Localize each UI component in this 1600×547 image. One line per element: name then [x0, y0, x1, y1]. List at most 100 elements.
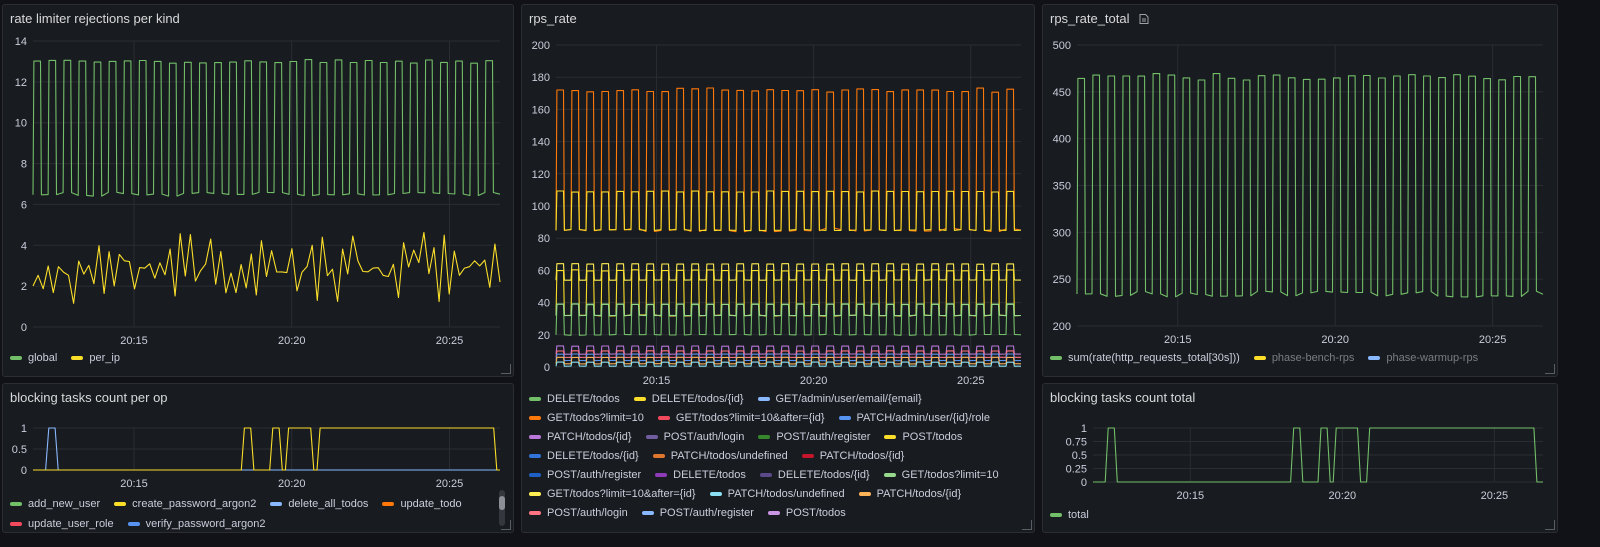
- resize-handle[interactable]: [1545, 520, 1555, 530]
- panel-blocking-per-op[interactable]: blocking tasks count per op 0 0.5 1 20:15 20…: [2, 383, 514, 533]
- resize-handle[interactable]: [501, 520, 511, 530]
- legend-item[interactable]: POST/todos: [767, 506, 846, 520]
- series-line-9[interactable]: [555, 356, 1022, 365]
- panel-rps-rate-total[interactable]: rps_rate_total 200 250 300 350 400 450 500 20:1…: [1042, 4, 1558, 377]
- legend-item[interactable]: DELETE/todos/{id}: [529, 449, 639, 463]
- series-line-1[interactable]: [32, 231, 501, 304]
- y-tick-label: 250: [1053, 274, 1071, 286]
- legend-item[interactable]: POST/todos: [884, 430, 962, 444]
- y-tick-label: 200: [532, 40, 550, 52]
- resize-handle[interactable]: [501, 364, 511, 374]
- legend-item[interactable]: phase-bench-rps: [1253, 351, 1355, 365]
- blocking-per-op-chart[interactable]: 0 0.5 1 20:15 20:20 20:25: [3, 384, 514, 533]
- legend-label: PATCH/todos/{id}: [819, 450, 905, 462]
- legend-item[interactable]: sum(rate(http_requests_total[30s])): [1050, 351, 1240, 365]
- description-icon[interactable]: [1138, 13, 1150, 25]
- legend-label: POST/todos: [785, 507, 846, 519]
- y-tick-label: 0.5: [12, 444, 27, 456]
- y-tick-label: 60: [538, 265, 550, 277]
- legend-item[interactable]: GET/todos?limit=10: [529, 411, 644, 425]
- series-line-0[interactable]: [32, 59, 501, 197]
- legend-item[interactable]: PATCH/todos/{id}: [858, 487, 962, 501]
- legend-item[interactable]: verify_password_argon2: [127, 517, 266, 531]
- resize-handle[interactable]: [1022, 520, 1032, 530]
- legend-item[interactable]: create_password_argon2: [114, 497, 256, 511]
- series-line-8[interactable]: [555, 353, 1022, 362]
- legend-item[interactable]: GET/todos?limit=10&after={id}: [657, 411, 825, 425]
- panel-rps-rate[interactable]: rps_rate 0 20 40 60 80 100 120 140 160 180 200 20:1…: [521, 4, 1035, 533]
- panel-title[interactable]: blocking tasks count per op: [10, 390, 168, 405]
- legend-item[interactable]: PATCH/todos/undefined: [709, 487, 845, 501]
- legend-item[interactable]: POST/auth/register: [758, 430, 870, 444]
- series-line-0[interactable]: [1076, 73, 1544, 298]
- series-line-7[interactable]: [555, 350, 1021, 358]
- legend-swatch: [757, 397, 770, 401]
- legend-label: PATCH/todos/{id}: [876, 488, 962, 500]
- legend-label: phase-bench-rps: [1271, 352, 1355, 364]
- legend-item[interactable]: phase-warmup-rps: [1368, 351, 1478, 365]
- series-line-1[interactable]: [555, 190, 1022, 232]
- legend-scrollbar[interactable]: [499, 490, 505, 526]
- legend-label: delete_all_todos: [288, 498, 369, 510]
- series-line-0[interactable]: [1093, 427, 1543, 483]
- legend-label: verify_password_argon2: [145, 518, 266, 530]
- rate-limiter-chart[interactable]: 0 2 4 6 8 10 12 14 20:15 20:20 20:25: [3, 5, 514, 377]
- panel-title-text: blocking tasks count per op: [10, 390, 168, 405]
- y-tick-label: 120: [532, 169, 550, 181]
- legend-item[interactable]: PATCH/todos/{id}: [801, 449, 905, 463]
- legend-item[interactable]: POST/auth/register: [641, 506, 754, 520]
- legend-label: DELETE/todos/{id}: [777, 469, 870, 481]
- rps-rate-chart[interactable]: 0 20 40 60 80 100 120 140 160 180 200 20:15 20:20 20:…: [522, 5, 1035, 533]
- legend-item[interactable]: PATCH/admin/user/{id}/role: [838, 411, 990, 425]
- legend-swatch: [1368, 356, 1381, 360]
- legend-item[interactable]: DELETE/todos/{id}: [759, 468, 870, 482]
- legend-item[interactable]: PATCH/todos/undefined: [652, 449, 788, 463]
- legend-item[interactable]: PATCH/todos/{id}: [529, 430, 632, 444]
- legend-item[interactable]: per_ip: [71, 351, 120, 365]
- panel-blocking-total[interactable]: blocking tasks count total 0 0.25 0.5 0.75 1…: [1042, 383, 1558, 533]
- panel-title[interactable]: rps_rate_total: [1050, 11, 1150, 26]
- legend-item[interactable]: POST/auth/login: [529, 506, 628, 520]
- series-line-1[interactable]: [33, 427, 500, 471]
- panel-title[interactable]: blocking tasks count total: [1050, 390, 1195, 405]
- x-tick-label: 20:15: [1164, 334, 1192, 346]
- legend-item[interactable]: DELETE/todos/{id}: [633, 392, 744, 406]
- series-line-6[interactable]: [555, 345, 1022, 355]
- legend-item[interactable]: GET/admin/user/email/{email}: [757, 392, 922, 406]
- x-tick-label: 20:20: [1329, 490, 1357, 502]
- panel-title[interactable]: rps_rate: [529, 11, 577, 26]
- legend-item[interactable]: DELETE/todos: [655, 468, 746, 482]
- legend-item[interactable]: DELETE/todos: [529, 392, 620, 406]
- legend-swatch: [1253, 356, 1266, 360]
- legend-item[interactable]: update_user_role: [10, 517, 114, 531]
- legend-item[interactable]: update_todo: [382, 497, 462, 511]
- y-tick-label: 180: [532, 72, 550, 84]
- legend-swatch: [529, 435, 541, 439]
- legend-item[interactable]: delete_all_todos: [270, 497, 368, 511]
- legend-item[interactable]: POST/auth/login: [645, 430, 744, 444]
- scrollbar-thumb[interactable]: [499, 496, 505, 510]
- legend-label: POST/auth/register: [547, 469, 642, 481]
- legend-item[interactable]: total: [1050, 508, 1089, 522]
- legend-label: PATCH/todos/{id}: [547, 431, 632, 443]
- series-line-10[interactable]: [555, 361, 1021, 367]
- legend-label: GET/todos?limit=10: [547, 412, 644, 424]
- legend-item[interactable]: GET/todos?limit=10&after={id}: [529, 487, 696, 501]
- panel-title[interactable]: rate limiter rejections per kind: [10, 11, 180, 26]
- legend-label: phase-warmup-rps: [1386, 352, 1479, 364]
- y-tick-label: 0.75: [1066, 437, 1087, 449]
- series-line-5[interactable]: [555, 303, 1022, 317]
- resize-handle[interactable]: [1545, 364, 1555, 374]
- series-line-2[interactable]: [555, 263, 1022, 281]
- legend-item[interactable]: POST/auth/register: [529, 468, 641, 482]
- rps-rate-total-chart[interactable]: 200 250 300 350 400 450 500 20:15 20:20 20:25: [1043, 5, 1558, 377]
- blocking-total-chart[interactable]: 00.25 0.50.75 1 20:15 20:20 20:25: [1043, 384, 1558, 533]
- y-tick-label: 160: [532, 104, 550, 116]
- panel-rate-limiter[interactable]: rate limiter rejections per kind 0 2 4 6 8 10…: [2, 4, 514, 377]
- legend-item[interactable]: add_new_user: [10, 497, 100, 511]
- legend-item[interactable]: GET/todos?limit=10: [883, 468, 999, 482]
- y-tick-label: 1: [1081, 423, 1087, 435]
- legend-label: create_password_argon2: [132, 498, 257, 510]
- legend-label: sum(rate(http_requests_total[30s])): [1068, 352, 1240, 364]
- legend-item[interactable]: global: [10, 351, 57, 365]
